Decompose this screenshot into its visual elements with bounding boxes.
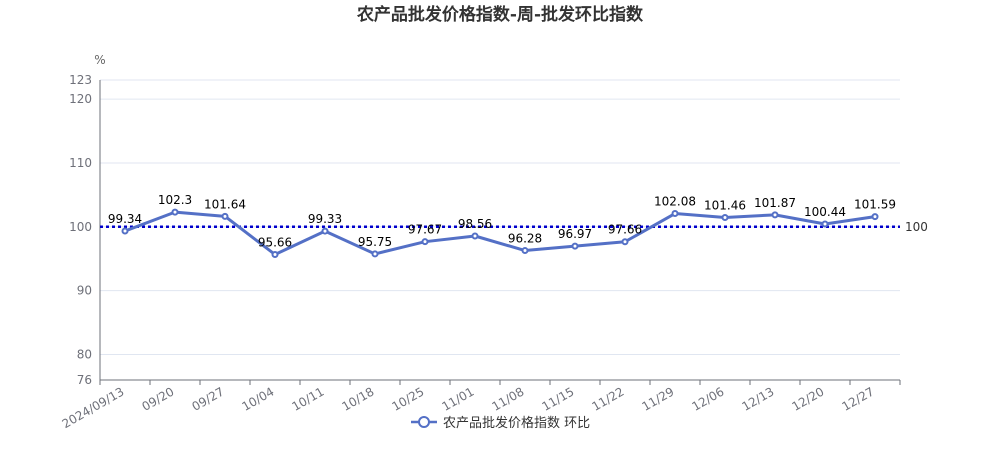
y-tick-label: 123 [69, 73, 92, 87]
data-label: 97.67 [408, 223, 442, 237]
series-group: 99.34 102.3 101.64 95.66 99.33 95.75 97.67 98.5… [108, 193, 896, 259]
data-point[interactable] [421, 238, 429, 246]
reference-line-group: 100 [100, 220, 928, 234]
legend-label: 农产品批发价格指数 环比 [443, 415, 590, 431]
data-label: 99.33 [308, 212, 342, 226]
data-point[interactable] [621, 238, 629, 246]
data-point[interactable] [521, 247, 529, 255]
x-tick-label: 09/27 [190, 384, 227, 413]
x-tick-label: 11/01 [440, 384, 477, 413]
x-tick-label: 2024/09/13 [60, 384, 127, 431]
data-label: 102.3 [158, 193, 192, 207]
y-tick-label: 76 [77, 373, 92, 387]
reference-line-label: 100 [905, 220, 928, 234]
data-point[interactable] [121, 227, 129, 235]
x-tick-label: 11/08 [490, 384, 527, 413]
data-label: 102.08 [654, 195, 696, 209]
data-label: 95.75 [358, 235, 392, 249]
x-tick-label: 12/06 [690, 384, 727, 413]
x-tick-label: 12/27 [840, 384, 877, 413]
legend[interactable]: 农产品批发价格指数 环比 [411, 415, 590, 431]
data-point[interactable] [771, 211, 779, 219]
data-point[interactable] [371, 250, 379, 258]
x-tick-label: 12/13 [740, 384, 777, 413]
data-point[interactable] [571, 242, 579, 250]
data-point[interactable] [471, 232, 479, 240]
data-point[interactable] [271, 251, 279, 259]
y-tick-label: 80 [77, 347, 92, 361]
axes: 76 80 90 100 110 120 123 2024/09/13 09/20 09/27 10… [60, 73, 901, 431]
y-axis-unit-label: % [94, 53, 105, 67]
x-tick-label: 10/11 [290, 384, 327, 413]
data-label: 96.97 [558, 227, 592, 241]
x-tick-label: 10/04 [240, 384, 277, 413]
x-tick-label: 12/20 [790, 384, 827, 413]
data-point[interactable] [321, 227, 329, 235]
series-line [124, 210, 876, 257]
data-point[interactable] [671, 210, 679, 218]
data-label: 100.44 [804, 205, 846, 219]
chart-title: 农产品批发价格指数-周-批发环比指数 [356, 4, 644, 25]
data-label: 96.28 [508, 232, 542, 246]
data-label: 99.34 [108, 212, 142, 226]
y-tick-label: 90 [77, 284, 92, 298]
legend-circle-marker [418, 416, 430, 428]
x-tick-label: 11/29 [640, 384, 677, 413]
data-point[interactable] [171, 208, 179, 216]
x-tick-label: 09/20 [140, 384, 177, 413]
data-label: 95.66 [258, 236, 292, 250]
x-tick-label: 11/22 [590, 384, 627, 413]
data-point[interactable] [221, 212, 229, 220]
data-label: 101.87 [754, 196, 796, 210]
x-tick-label: 11/15 [540, 384, 577, 413]
data-point[interactable] [821, 220, 829, 228]
y-tick-label: 100 [69, 220, 92, 234]
y-tick-label: 110 [69, 156, 92, 170]
data-label: 97.66 [608, 223, 642, 237]
data-label: 101.64 [204, 197, 246, 211]
data-label: 101.46 [704, 198, 746, 212]
data-point[interactable] [871, 213, 879, 221]
x-tick-label: 10/25 [390, 384, 427, 413]
data-point[interactable] [721, 213, 729, 221]
x-tick-label: 10/18 [340, 384, 377, 413]
data-label: 101.59 [854, 198, 896, 212]
y-tick-label: 120 [69, 92, 92, 106]
data-label: 98.56 [458, 217, 492, 231]
